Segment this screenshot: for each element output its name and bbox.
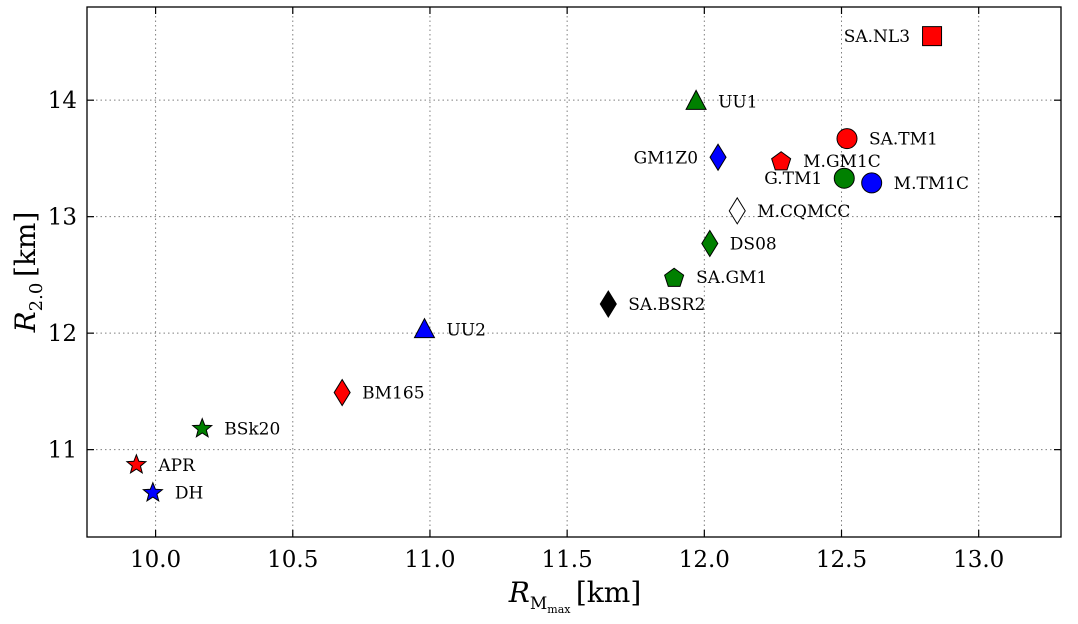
plot-area-frame	[86, 6, 1062, 538]
marker-ds08	[701, 229, 719, 258]
marker-m-cqmcc	[728, 196, 746, 225]
x-axis-label: RMmax [km]	[508, 576, 642, 616]
y-tick-label: 11	[48, 438, 77, 464]
marker-sa-bsr2	[599, 290, 617, 318]
y-axis-label-sub: 2.0	[26, 283, 47, 312]
x-axis-label-sub: M	[530, 594, 547, 614]
marker-bm165	[333, 378, 351, 407]
x-tick-label: 12.0	[679, 547, 730, 573]
marker-bsk20	[191, 417, 214, 438]
point-label-m-tm1c: M.TM1C	[894, 174, 969, 194]
y-tick-label: 13	[48, 205, 77, 231]
point-label-sa-nl3: SA.NL3	[844, 27, 910, 47]
point-label-bm165: BM165	[362, 384, 424, 404]
x-tick-labels: 10.0 10.5 11.0 11.5 12.0 12.5 13.0	[130, 547, 1004, 573]
point-label-sa-bsr2: SA.BSR2	[628, 295, 705, 315]
y-tick-label: 12	[48, 321, 77, 347]
y-axis-label: R2.0 [km]	[9, 212, 47, 334]
marker-m-tm1c	[861, 172, 883, 194]
x-tick-label: 11.5	[542, 547, 593, 573]
point-label-apr: APR	[157, 456, 196, 476]
point-label-g-tm1: G.TM1	[764, 169, 822, 189]
point-label-ds08: DS08	[730, 234, 777, 254]
grid-lines	[87, 7, 1061, 537]
point-label-uu1: UU1	[718, 92, 757, 112]
marker-uu1	[685, 89, 707, 110]
y-tick-labels: 11 12 13 14	[48, 88, 77, 463]
axis-ticks	[87, 7, 1061, 537]
point-label-m-gm1c: M.GM1C	[803, 152, 881, 172]
x-axis-label-subsub: max	[547, 603, 571, 616]
point-label-sa-tm1: SA.TM1	[869, 130, 938, 150]
x-axis-label-main: R	[508, 576, 530, 609]
marker-m-gm1c	[771, 151, 792, 171]
marker-dh	[142, 481, 164, 502]
point-label-bsk20: BSk20	[224, 420, 280, 440]
x-axis-label-unit: [km]	[576, 576, 641, 609]
point-label-gm1z0: GM1Z0	[634, 148, 698, 168]
x-tick-label: 10.0	[130, 547, 181, 573]
x-tick-label: 13.0	[953, 547, 1004, 573]
marker-g-tm1	[833, 167, 855, 189]
y-axis-label-main: R	[9, 311, 42, 333]
y-tick-label: 14	[48, 88, 77, 114]
marker-apr	[125, 453, 148, 474]
point-label-uu2: UU2	[446, 321, 485, 341]
x-tick-label: 12.5	[816, 547, 867, 573]
marker-uu2	[413, 317, 436, 339]
y-axis-label-unit: [km]	[9, 212, 42, 277]
data-markers	[125, 26, 943, 502]
point-label-dh: DH	[175, 484, 203, 504]
marker-sa-gm1	[664, 267, 685, 287]
marker-sa-tm1	[836, 128, 858, 150]
marker-gm1z0	[709, 143, 727, 172]
marker-sa-nl3	[922, 26, 943, 47]
x-tick-label: 11.0	[404, 547, 455, 573]
point-label-m-cqmcc: M.CQMCC	[757, 202, 850, 222]
point-label-sa-gm1: SA.GM1	[696, 268, 767, 288]
x-tick-label: 10.5	[267, 547, 318, 573]
